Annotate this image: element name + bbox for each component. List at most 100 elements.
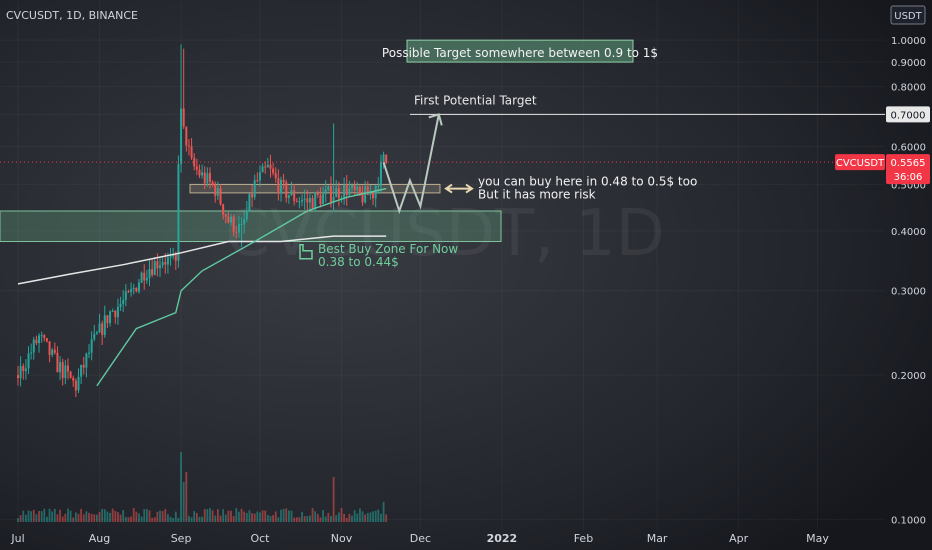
symbol-price-box (835, 154, 885, 171)
candle-body (148, 269, 151, 278)
candles (17, 44, 388, 398)
candle-body (219, 188, 222, 205)
symbol-price-label: CVCUSDT (836, 158, 885, 169)
candle-body (143, 272, 146, 281)
candle-body (232, 216, 235, 232)
volume-bar (46, 516, 48, 522)
volume-bar (193, 510, 196, 522)
volume-bar (24, 514, 27, 522)
watermark: CVCUSDT, 1D (225, 197, 665, 271)
candle-body (308, 198, 311, 203)
candle-body (243, 219, 246, 225)
time-tick-label: Mar (647, 532, 668, 545)
possible-target-label: Possible Target somewhere between 0.9 to… (382, 46, 658, 60)
volume-bar (385, 514, 388, 522)
candle-body (306, 198, 309, 203)
volume-bar (143, 509, 146, 522)
candle-body (90, 339, 93, 353)
time-tick-label: Sep (171, 532, 192, 545)
volume-bar (93, 514, 96, 522)
candle-body (159, 265, 162, 269)
volume-bar (32, 509, 35, 522)
volume-bar (19, 515, 22, 522)
volume-bar (235, 508, 238, 522)
candle-body (72, 377, 75, 381)
volume-bar (303, 516, 306, 522)
candle-body (298, 201, 301, 203)
grid (0, 0, 885, 530)
price-tick-label: 0.6000 (891, 142, 926, 153)
volume-bar (277, 517, 280, 522)
volume-bar (88, 512, 90, 522)
volume-bar (151, 517, 154, 522)
volume-bar (117, 512, 119, 522)
buy-zone (0, 210, 502, 243)
volume-bar (35, 514, 38, 522)
volume-bar (132, 508, 135, 522)
candle-body (230, 216, 233, 223)
volume-bar (64, 513, 67, 522)
volume-bar (145, 509, 148, 522)
volume-bar (30, 511, 33, 522)
volume-bar (287, 510, 290, 522)
price-tick-label: 0.2000 (891, 371, 926, 382)
volume-bar (67, 508, 69, 522)
volume-bar (127, 517, 130, 522)
candle-body (164, 262, 167, 265)
candle-body (385, 154, 388, 163)
time-tick-label: Dec (410, 532, 431, 545)
volume-bar (109, 512, 111, 522)
volume-bar (343, 513, 346, 522)
volume-bar (174, 511, 177, 522)
volume-bar (264, 510, 267, 522)
candle-body (280, 179, 282, 194)
volume-bar (282, 508, 285, 522)
candle-body (19, 365, 22, 379)
symbol-header[interactable]: CVCUSDT, 1D, BINANCE (6, 9, 138, 22)
candle-body (348, 188, 351, 196)
currency-badge[interactable]: USDT (890, 5, 926, 25)
volume-bar (251, 513, 253, 522)
volume-bar (138, 513, 140, 522)
volume-bar (327, 512, 330, 522)
candle-body (253, 180, 256, 198)
candle-body (38, 335, 41, 344)
candle-body (185, 126, 188, 146)
volume-bar (256, 511, 259, 522)
volume-bar (266, 515, 269, 522)
volume-bar (214, 515, 217, 522)
candle-body (116, 306, 119, 318)
volume-bar (232, 516, 235, 522)
volume-bar (96, 514, 98, 522)
candle-body (337, 188, 340, 199)
volume-bar (359, 508, 361, 522)
candle-body (295, 200, 298, 202)
volume-bar (72, 517, 75, 522)
volume-bar (222, 509, 225, 522)
candle-body (256, 180, 259, 182)
candle-body (237, 224, 240, 233)
candle-body (248, 193, 251, 211)
price-axis: 1.0000 0.9000 0.8000 0.7000 0.6000 0.5000 0.40… (835, 36, 930, 526)
time-tick-label: Oct (250, 532, 270, 545)
candle-body (245, 210, 248, 220)
volume-bar (135, 511, 138, 522)
volume-bar (195, 513, 198, 522)
volume-bar (161, 511, 164, 522)
candle-body (366, 186, 369, 196)
candle-body (53, 349, 56, 353)
candle-body (169, 256, 172, 258)
price-tick-label: 0.5000 (891, 180, 926, 191)
volume-bar (209, 508, 211, 522)
candle-body (324, 189, 327, 195)
candle-body (269, 164, 272, 169)
candle-body (122, 299, 125, 304)
candle-body (59, 362, 62, 373)
volume-bar (285, 508, 288, 522)
candle-body (22, 365, 25, 372)
volume-bar (293, 517, 296, 522)
candle-body (69, 371, 72, 378)
candle-body (258, 172, 261, 181)
volume-bar (114, 510, 117, 522)
volume-bar (372, 511, 374, 522)
